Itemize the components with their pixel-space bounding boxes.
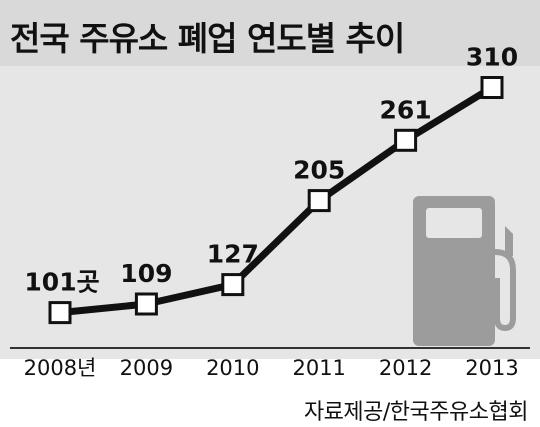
title-band	[0, 0, 540, 66]
x-tick-label: 2009	[120, 356, 173, 380]
x-tick-label: 2010	[206, 356, 259, 380]
data-label: 310	[466, 43, 518, 72]
data-label: 261	[380, 95, 432, 124]
series-layer: 101곳 2008년 109 2009 127 2010 205 2011 261 2012 310…	[24, 43, 519, 381]
series-line	[59, 84, 494, 317]
data-point	[221, 273, 245, 297]
data-label: 127	[207, 240, 259, 269]
data-point	[480, 76, 504, 99]
chart-title: 전국 주유소 폐업 연도별 추이	[10, 19, 405, 58]
x-tick-label: 2012	[379, 356, 432, 380]
data-label: 205	[293, 156, 345, 185]
fuel-pump-icon	[413, 196, 516, 346]
data-point	[48, 301, 72, 325]
data-label: 109	[120, 259, 172, 288]
x-tick-label: 2008년	[24, 356, 97, 380]
x-tick-label: 2011	[292, 356, 345, 380]
data-point	[307, 189, 331, 213]
data-point	[394, 128, 418, 152]
source-note: 자료제공/한국주유소협회	[303, 400, 529, 425]
data-label: 101곳	[24, 268, 99, 297]
data-point	[134, 292, 158, 316]
x-axis-line	[10, 347, 530, 349]
x-tick-label: 2013	[465, 356, 518, 380]
